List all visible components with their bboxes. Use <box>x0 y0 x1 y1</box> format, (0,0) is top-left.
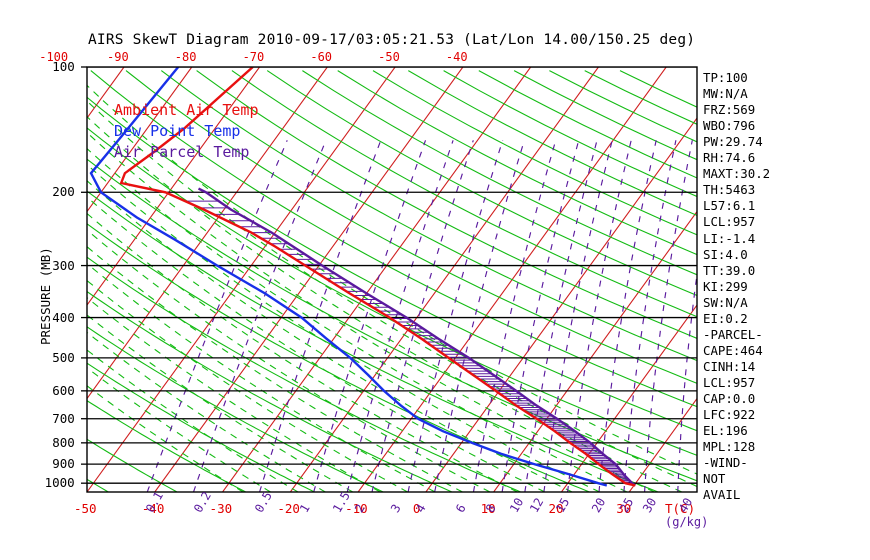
stat-entry: EL:196 <box>703 423 748 439</box>
bottom-temp-tick: 0 <box>412 501 421 516</box>
pressure-tick: 100 <box>52 59 75 74</box>
legend-item-dewpoint: Dew Point Temp <box>114 122 241 140</box>
stat-entry: TP:100 <box>703 70 748 85</box>
mixing-ratio-tick: 1.5 <box>330 489 353 515</box>
stat-entry: -PARCEL- <box>703 326 763 342</box>
stat-entry: EI:0.2 <box>703 310 748 326</box>
mixing-ratio-tick: 6 <box>453 501 469 515</box>
mixing-ratio-tick: 15 <box>553 495 573 515</box>
stat-entry: LI:-1.4 <box>703 230 756 246</box>
mixing-ratio-tick: 3 <box>388 501 404 515</box>
pressure-axis-label: PRESSURE (MB) <box>38 247 53 345</box>
bottom-temp-tick: -40 <box>141 501 165 516</box>
mixing-ratio-tick: 0.2 <box>191 489 214 515</box>
bottom-temp-tick: -10 <box>345 501 368 516</box>
pressure-tick: 500 <box>52 349 75 365</box>
bottom-temp-tick: 30 <box>616 501 632 516</box>
top-temp-tick: -70 <box>242 50 265 64</box>
stat-entry: MAXT:30.2 <box>703 166 771 182</box>
top-temp-tick: -40 <box>445 50 468 64</box>
stat-entry: LCL:957 <box>703 374 756 390</box>
stat-entry: TT:39.0 <box>703 262 756 278</box>
legend-item-ambient: Ambient Air Temp <box>114 101 259 119</box>
mixing-ratio-tick: 4 <box>413 501 429 515</box>
top-temp-tick: -90 <box>107 50 129 64</box>
stat-entry: SI:4.0 <box>703 246 748 262</box>
stat-entry: CAPE:464 <box>703 342 763 358</box>
stat-entry: L57:6.1 <box>703 198 756 214</box>
mixing-ratio-tick: 12 <box>527 495 547 515</box>
pressure-tick: 400 <box>52 309 75 325</box>
stat-entry: MPL:128 <box>703 439 756 455</box>
stat-entry: MW:N/A <box>703 86 748 102</box>
top-temp-tick: -60 <box>310 50 333 64</box>
stat-entry: AVAIL <box>703 487 741 503</box>
stat-entry: RH:74.6 <box>703 150 756 166</box>
pressure-tick: 700 <box>52 410 75 426</box>
mixing-ratio-tick: 2 <box>352 501 368 515</box>
mixing-ratio-tick: 8 <box>483 501 499 515</box>
top-temp-tick: -100 <box>39 50 69 64</box>
bottom-temp-tick: -50 <box>74 501 97 516</box>
stat-entry: SW:N/A <box>703 294 748 310</box>
bottom-temp-tick: 10 <box>480 501 496 516</box>
stat-entry: WBO:796 <box>703 118 756 134</box>
mixing-ratio-tick: 20 <box>589 495 609 515</box>
stat-entry: NOT <box>703 471 726 487</box>
mixing-ratio-tick: 1 <box>297 501 313 515</box>
mixing-ratio-tick: 0.5 <box>252 489 275 515</box>
stat-entry: FRZ:569 <box>703 102 756 118</box>
legend-item-parcel: Air Parcel Temp <box>114 143 250 161</box>
stat-entry: PW:29.74 <box>703 134 763 150</box>
pressure-tick: 1000 <box>44 475 75 491</box>
stat-entry: CAP:0.0 <box>703 391 756 406</box>
bottom-temp-tick: -20 <box>277 501 300 516</box>
top-temp-tick: -80 <box>174 50 197 64</box>
stat-entry: CINH:14 <box>703 358 756 374</box>
stat-entry: TH:5463 <box>703 182 756 198</box>
mixing-ratio-tick: 30 <box>640 495 660 515</box>
pressure-tick: 600 <box>52 382 75 398</box>
stat-entry: KI:299 <box>703 278 748 294</box>
pressure-tick: 900 <box>52 456 75 472</box>
mixing-ratio-tick: 25 <box>617 495 637 515</box>
stat-entry: LCL:957 <box>703 214 756 230</box>
pressure-tick: 800 <box>52 434 75 450</box>
mixing-ratio-tick: 0.1 <box>143 489 166 515</box>
stat-entry: LFC:922 <box>703 407 756 423</box>
bottom-temp-tick: -30 <box>209 501 233 516</box>
stat-entry: -WIND- <box>703 455 748 471</box>
bottom-temp-tick: 20 <box>548 501 564 516</box>
pressure-tick: 200 <box>52 184 75 200</box>
pressure-tick: 300 <box>52 257 75 273</box>
mixing-axis-label: (g/kg) <box>665 515 709 529</box>
page-title: AIRS SkewT Diagram 2010-09-17/03:05:21.5… <box>88 32 696 48</box>
top-temp-tick: -50 <box>378 50 400 64</box>
temp-axis-label: T(C) <box>665 501 696 516</box>
mixing-ratio-tick: 10 <box>507 495 527 515</box>
